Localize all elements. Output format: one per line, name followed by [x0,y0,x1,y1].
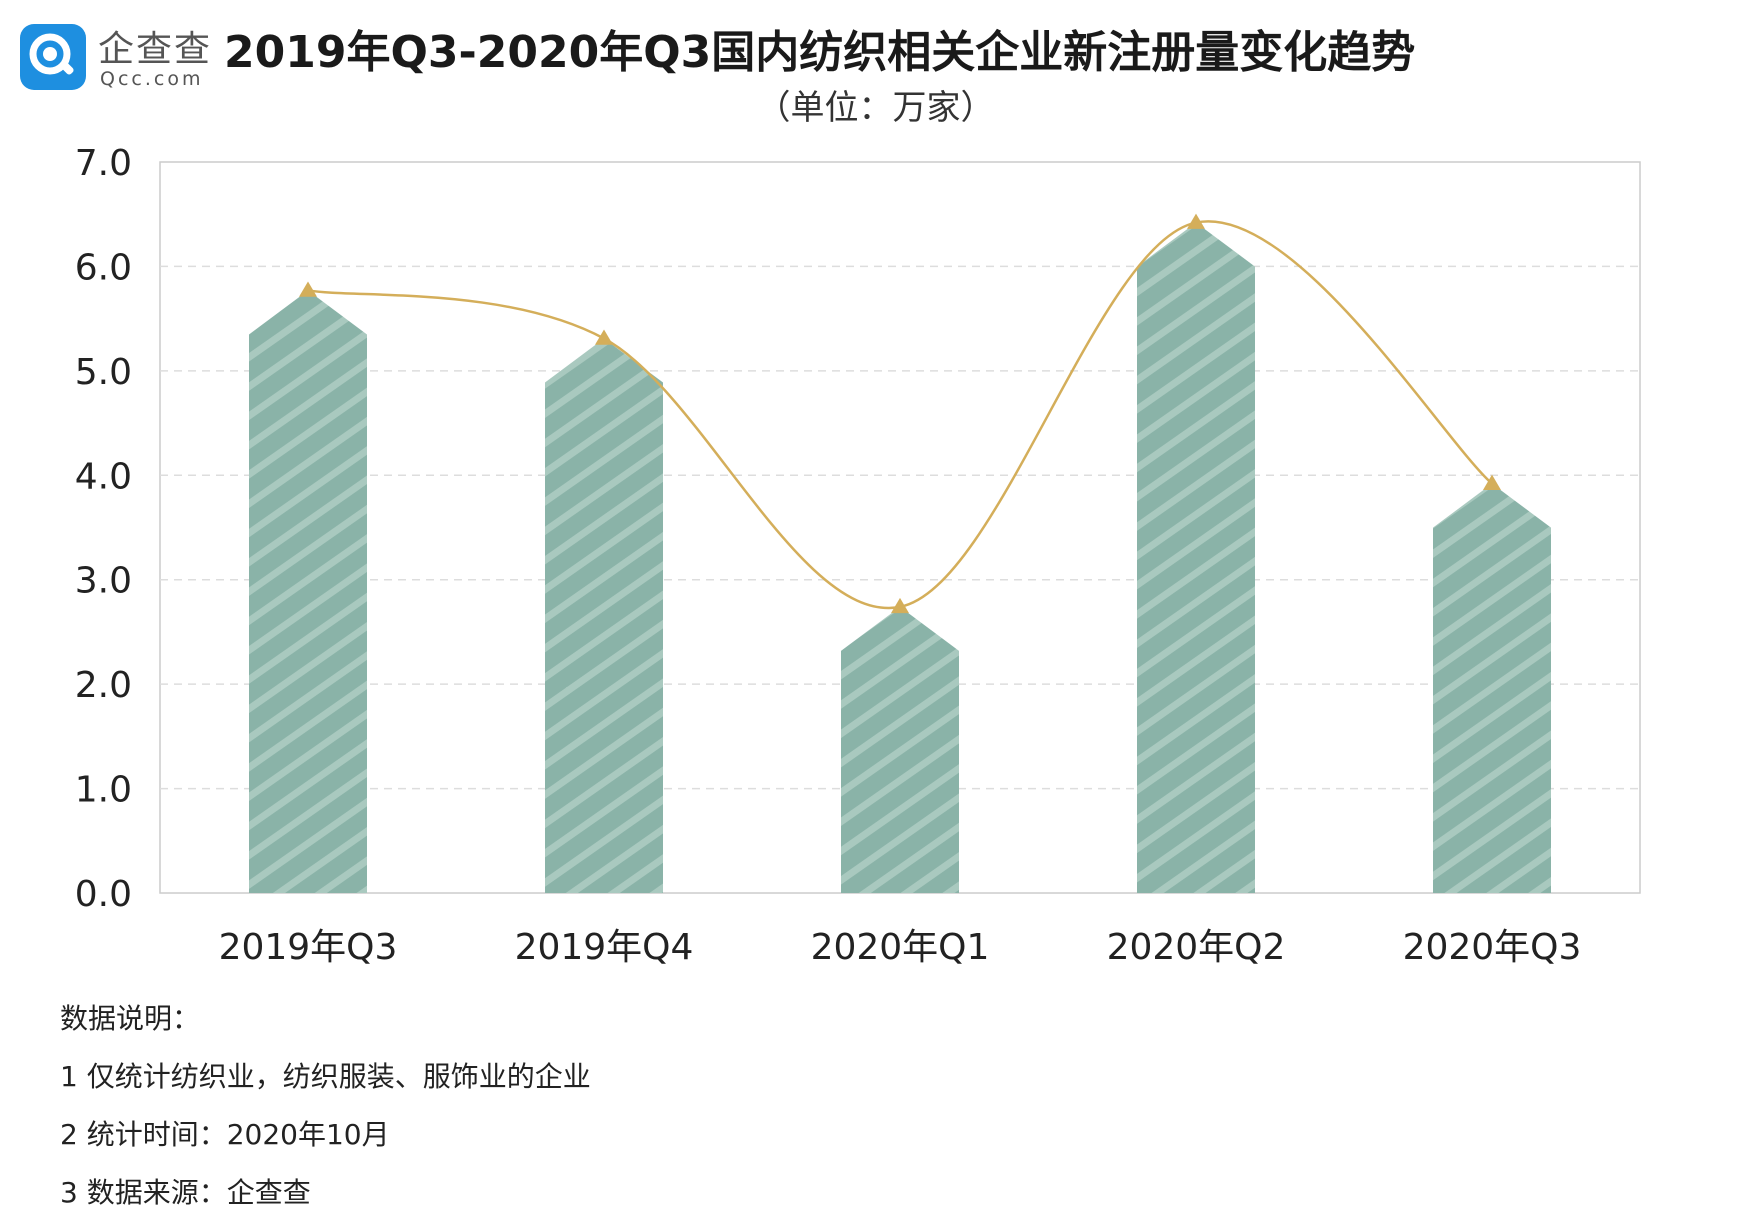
trend-marker-2 [595,329,613,345]
y-tick-label: 4.0 [75,456,132,497]
chart-svg: 0.0 1.0 2.0 3.0 4.0 5.0 6.0 7.0 2019年Q3 2019年Q4 20… [75,143,1641,968]
logo-icon [20,24,86,90]
bar-5 [1433,483,1551,893]
trend-marker-1 [299,281,317,297]
x-tick-label: 2019年Q4 [515,927,694,968]
note-item-3: 3 数据来源：企查查 [60,1176,311,1209]
logo-name: 企查查 [98,29,213,70]
y-tick-label: 6.0 [75,247,132,288]
trend-marker-5 [1483,474,1501,490]
logo: 企查查 Qcc.com [20,20,220,90]
note-item-2: 2 统计时间：2020年10月 [60,1118,390,1151]
chart-unit: （单位：万家） [756,88,995,128]
trend-marker-4 [1187,213,1205,229]
logo-domain: Qcc.com [100,68,204,90]
y-tick-label: 7.0 [75,143,132,184]
data-notes: 数据说明： 1 仅统计纺织业，纺织服装、服饰业的企业 2 统计时间：2020年1… [60,990,591,1222]
y-tick-label: 0.0 [75,874,132,915]
trend-line [307,220,1493,610]
y-tick-label: 2.0 [75,665,132,706]
bar-3 [841,606,959,893]
x-tick-label: 2020年Q1 [811,927,990,968]
bar-4 [1137,222,1255,893]
x-tick-label: 2020年Q3 [1403,927,1582,968]
x-tick-label: 2020年Q2 [1107,927,1286,968]
x-tick-label: 2019年Q3 [219,927,398,968]
y-tick-label: 3.0 [75,561,132,602]
notes-heading: 数据说明： [60,1002,201,1035]
trend-marker-3 [891,597,909,614]
y-tick-label: 1.0 [75,770,132,811]
chart-title: 2019年Q3-2020年Q3国内纺织相关企业新注册量变化趋势 [224,27,1416,78]
bar-2 [545,338,663,894]
y-tick-label: 5.0 [75,352,132,393]
bar-1 [249,290,367,893]
note-item-1: 1 仅统计纺织业，纺织服装、服饰业的企业 [60,1060,591,1093]
